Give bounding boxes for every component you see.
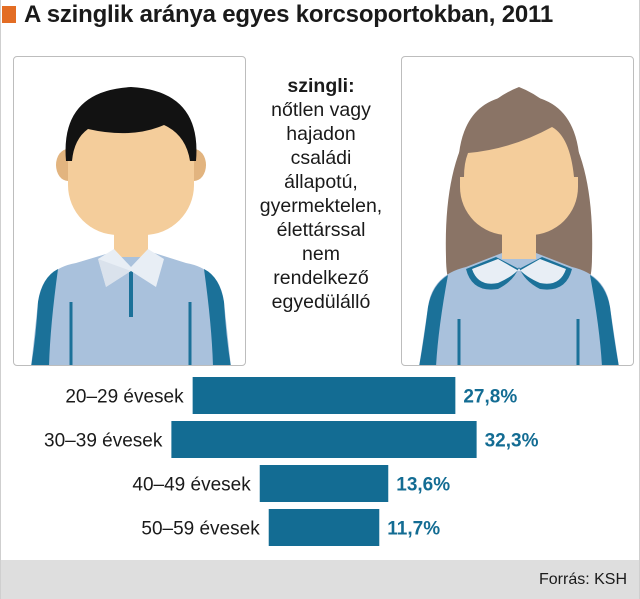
- woman-avatar-card: [401, 56, 634, 366]
- definition-term: szingli:: [287, 75, 355, 97]
- man-avatar-card: [13, 56, 246, 366]
- title-accent-square: [2, 6, 16, 23]
- category-label: 20–29 évesek: [65, 387, 184, 408]
- man-avatar-icon: [31, 87, 231, 365]
- age-group-bar-chart: 20–29 évesek 27,8% 30–39 évesek 32,3% 40–49 …: [44, 377, 539, 546]
- value-label: 11,7%: [387, 519, 440, 540]
- page-title: A szinglik aránya egyes korcsoportokban,…: [24, 1, 554, 28]
- singles-definition: szingli: nőtlen vagy hajadon családi áll…: [251, 74, 391, 314]
- bar: [259, 465, 389, 502]
- source-note: Forrás: KSH: [538, 571, 627, 588]
- definition-text: nőtlen vagy hajadon családi állapotú, gy…: [259, 99, 383, 313]
- category-label: 40–49 évesek: [132, 475, 251, 496]
- value-label: 32,3%: [485, 431, 539, 452]
- category-label: 30–39 évesek: [44, 431, 163, 452]
- value-label: 13,6%: [396, 475, 450, 496]
- bar: [268, 509, 380, 546]
- woman-avatar-icon: [419, 87, 619, 365]
- bar: [171, 421, 477, 458]
- footer-bar: Forrás: KSH: [1, 560, 639, 599]
- bar: [192, 377, 456, 414]
- value-label: 27,8%: [463, 387, 517, 408]
- category-label: 50–59 évesek: [141, 519, 260, 540]
